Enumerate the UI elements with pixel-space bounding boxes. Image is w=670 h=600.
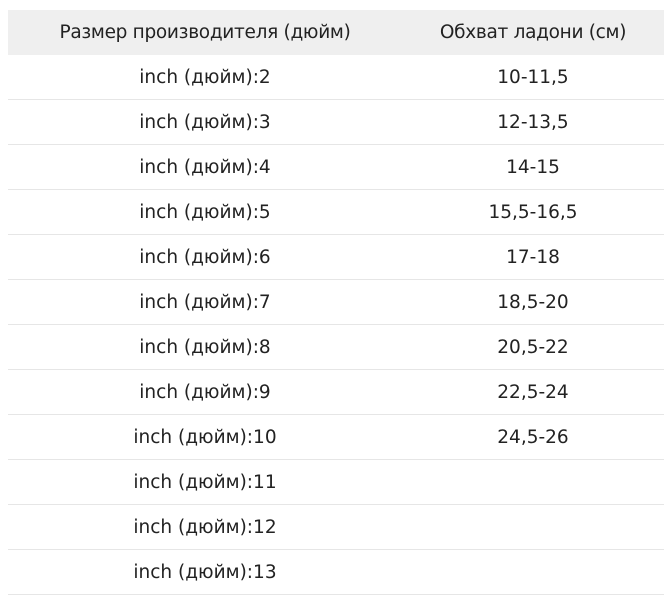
palm-girth-cell: 10-11,5 bbox=[402, 55, 664, 100]
manufacturer-size-cell: inch (дюйм):2 bbox=[8, 55, 402, 100]
table-row: inch (дюйм):8 20,5-22 bbox=[8, 324, 664, 370]
palm-girth-cell: 20,5-22 bbox=[402, 324, 664, 370]
manufacturer-size-cell: inch (дюйм):4 bbox=[8, 144, 402, 190]
table-row: inch (дюйм):10 24,5-26 bbox=[8, 414, 664, 460]
header-row: Размер производителя (дюйм) Обхват ладон… bbox=[8, 10, 664, 55]
header-manufacturer-size: Размер производителя (дюйм) bbox=[8, 10, 402, 55]
palm-girth-cell bbox=[402, 504, 664, 550]
table-row: inch (дюйм):3 12-13,5 bbox=[8, 99, 664, 145]
manufacturer-size-cell: inch (дюйм):11 bbox=[8, 459, 402, 505]
palm-girth-cell: 22,5-24 bbox=[402, 369, 664, 415]
table-row: inch (дюйм):6 17-18 bbox=[8, 234, 664, 280]
manufacturer-size-cell: inch (дюйм):9 bbox=[8, 369, 402, 415]
manufacturer-size-cell: inch (дюйм):3 bbox=[8, 99, 402, 145]
palm-girth-cell: 14-15 bbox=[402, 144, 664, 190]
palm-girth-cell: 24,5-26 bbox=[402, 414, 664, 460]
table-row: inch (дюйм):13 bbox=[8, 549, 664, 595]
manufacturer-size-cell: inch (дюйм):10 bbox=[8, 414, 402, 460]
table-row: inch (дюйм):5 15,5-16,5 bbox=[8, 189, 664, 235]
table-row: inch (дюйм):12 bbox=[8, 504, 664, 550]
palm-girth-cell: 17-18 bbox=[402, 234, 664, 280]
manufacturer-size-cell: inch (дюйм):5 bbox=[8, 189, 402, 235]
table-row: inch (дюйм):11 bbox=[8, 459, 664, 505]
table-row: inch (дюйм):2 10-11,5 bbox=[8, 55, 664, 100]
size-table: Размер производителя (дюйм) Обхват ладон… bbox=[8, 10, 664, 595]
table-row: inch (дюйм):4 14-15 bbox=[8, 144, 664, 190]
manufacturer-size-cell: inch (дюйм):7 bbox=[8, 279, 402, 325]
manufacturer-size-cell: inch (дюйм):12 bbox=[8, 504, 402, 550]
palm-girth-cell: 12-13,5 bbox=[402, 99, 664, 145]
header-palm-girth: Обхват ладони (см) bbox=[402, 10, 664, 55]
manufacturer-size-cell: inch (дюйм):13 bbox=[8, 549, 402, 595]
palm-girth-cell: 18,5-20 bbox=[402, 279, 664, 325]
table-row: inch (дюйм):7 18,5-20 bbox=[8, 279, 664, 325]
manufacturer-size-cell: inch (дюйм):8 bbox=[8, 324, 402, 370]
palm-girth-cell bbox=[402, 549, 664, 595]
palm-girth-cell: 15,5-16,5 bbox=[402, 189, 664, 235]
table-row: inch (дюйм):9 22,5-24 bbox=[8, 369, 664, 415]
palm-girth-cell bbox=[402, 459, 664, 505]
manufacturer-size-cell: inch (дюйм):6 bbox=[8, 234, 402, 280]
